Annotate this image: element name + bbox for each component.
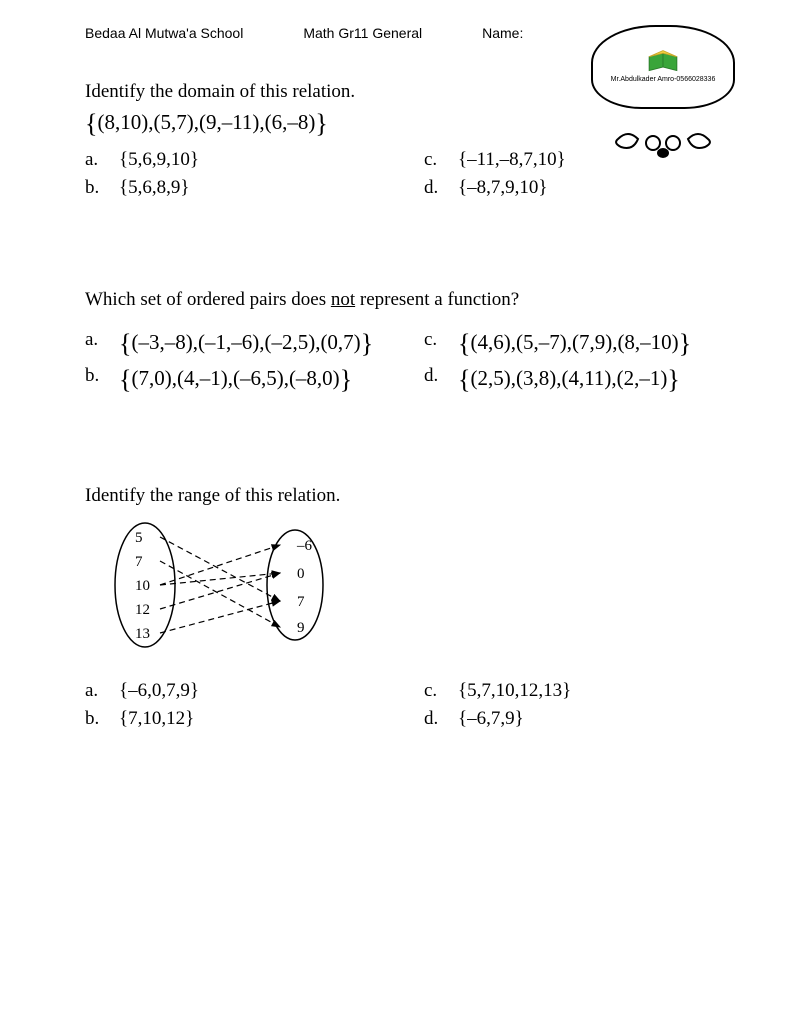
option-text: {5,6,9,10} [119, 149, 199, 171]
teacher-logo: Mr.Abdulkader Amro-0566028336 [583, 15, 743, 145]
question-3: Identify the range of this relation. 5 7 1… [85, 485, 723, 730]
option-letter: c. [424, 680, 442, 702]
opt-inner: (7,0),(4,–1),(–6,5),(–8,0) [131, 366, 339, 390]
option-letter: b. [85, 177, 103, 199]
mapping-svg: 5 7 10 12 13 –6 0 7 9 [105, 515, 335, 655]
logo-frame: Mr.Abdulkader Amro-0566028336 [591, 25, 735, 109]
svg-text:–6: –6 [296, 538, 313, 554]
option-text: {(7,0),(4,–1),(–6,5),(–8,0)} [119, 365, 352, 395]
option-text: {7,10,12} [119, 708, 194, 730]
q3-option-b[interactable]: b. {7,10,12} [85, 708, 384, 730]
svg-text:5: 5 [135, 530, 143, 546]
option-letter: b. [85, 365, 103, 395]
svg-text:12: 12 [135, 602, 150, 618]
svg-text:13: 13 [135, 626, 150, 642]
svg-text:7: 7 [135, 554, 143, 570]
name-label: Name: [482, 25, 523, 41]
svg-text:9: 9 [297, 620, 305, 636]
q3-option-a[interactable]: a. {–6,0,7,9} [85, 680, 384, 702]
q1-option-a[interactable]: a. {5,6,9,10} [85, 149, 384, 171]
q2-option-b[interactable]: b. {(7,0),(4,–1),(–6,5),(–8,0)} [85, 365, 384, 395]
svg-text:7: 7 [297, 594, 305, 610]
option-letter: c. [424, 149, 442, 171]
option-letter: d. [424, 365, 442, 395]
question-2: Which set of ordered pairs does not repr… [85, 289, 723, 395]
option-letter: a. [85, 329, 103, 359]
svg-text:10: 10 [135, 578, 150, 594]
q2-prompt: Which set of ordered pairs does not repr… [85, 289, 723, 311]
q3-prompt: Identify the range of this relation. [85, 485, 723, 507]
teacher-name: Mr.Abdulkader Amro-0566028336 [611, 76, 716, 83]
q1-option-b[interactable]: b. {5,6,8,9} [85, 177, 384, 199]
q2-prompt-post: represent a function? [355, 289, 519, 310]
q2-option-d[interactable]: d. {(2,5),(3,8),(4,11),(2,–1)} [424, 365, 723, 395]
option-letter: b. [85, 708, 103, 730]
option-text: {–6,7,9} [458, 708, 524, 730]
book-icon [645, 48, 681, 74]
course-name: Math Gr11 General [303, 25, 422, 41]
q2-option-c[interactable]: c. {(4,6),(5,–7),(7,9),(8,–10)} [424, 329, 723, 359]
option-text: {(4,6),(5,–7),(7,9),(8,–10)} [458, 329, 691, 359]
option-text: {5,6,8,9} [119, 177, 190, 199]
opt-inner: (4,6),(5,–7),(7,9),(8,–10) [470, 330, 678, 354]
option-text: {5,7,10,12,13} [458, 680, 571, 702]
option-letter: c. [424, 329, 442, 359]
option-text: {(2,5),(3,8),(4,11),(2,–1)} [458, 365, 680, 395]
mapping-diagram: 5 7 10 12 13 –6 0 7 9 [105, 515, 723, 660]
option-letter: a. [85, 680, 103, 702]
option-text: {–11,–8,7,10} [458, 149, 566, 171]
opt-inner: (–3,–8),(–1,–6),(–2,5),(0,7) [131, 330, 360, 354]
q3-option-c[interactable]: c. {5,7,10,12,13} [424, 680, 723, 702]
q1-option-d[interactable]: d. {–8,7,9,10} [424, 177, 723, 199]
option-letter: d. [424, 708, 442, 730]
opt-inner: (2,5),(3,8),(4,11),(2,–1) [470, 366, 667, 390]
q2-prompt-underline: not [331, 289, 355, 310]
q2-option-a[interactable]: a. {(–3,–8),(–1,–6),(–2,5),(0,7)} [85, 329, 384, 359]
q3-options: a. {–6,0,7,9} c. {5,7,10,12,13} b. {7,10… [85, 680, 723, 730]
option-text: {(–3,–8),(–1,–6),(–2,5),(0,7)} [119, 329, 373, 359]
option-text: {–8,7,9,10} [458, 177, 548, 199]
school-name: Bedaa Al Mutwa'a School [85, 25, 243, 41]
logo-swirls-icon [603, 129, 723, 163]
svg-text:0: 0 [297, 566, 305, 582]
q3-option-d[interactable]: d. {–6,7,9} [424, 708, 723, 730]
option-letter: a. [85, 149, 103, 171]
q2-prompt-pre: Which set of ordered pairs does [85, 289, 331, 310]
option-letter: d. [424, 177, 442, 199]
option-text: {–6,0,7,9} [119, 680, 199, 702]
q2-options: a. {(–3,–8),(–1,–6),(–2,5),(0,7)} c. {(4… [85, 329, 723, 395]
